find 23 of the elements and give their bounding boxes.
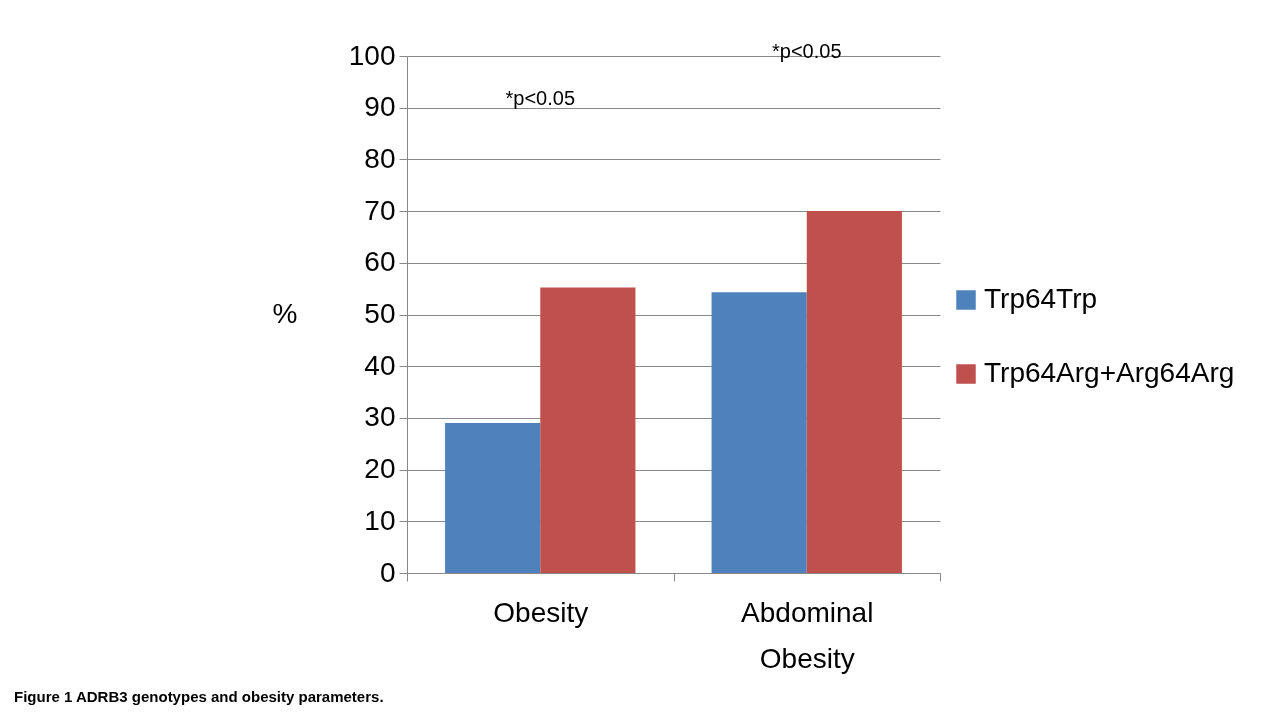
y-tick-label: 20	[364, 453, 396, 485]
y-tick-label: 40	[364, 349, 396, 381]
bar	[445, 423, 541, 573]
x-tick-label: Abdominal Obesity	[741, 596, 874, 674]
legend-label: Trp64Trp	[984, 283, 1098, 314]
legend-label: Trp64Arg+Arg64Arg	[984, 357, 1235, 388]
y-tick-label: 70	[364, 194, 396, 226]
y-tick-label: 30	[364, 401, 396, 433]
bar	[540, 287, 636, 573]
bar	[806, 211, 902, 573]
annotation: *p<0.05	[771, 40, 842, 62]
annotation: *p<0.05	[505, 87, 576, 109]
bar	[711, 292, 807, 573]
y-tick-label: 80	[364, 142, 396, 174]
y-tick-label: 90	[364, 91, 396, 123]
y-tick-label: 100	[348, 39, 396, 71]
y-axis-title: %	[272, 298, 298, 329]
y-tick-label: 50	[364, 298, 396, 329]
y-tick-label: 10	[364, 504, 396, 536]
y-tick-label: 0	[379, 556, 396, 588]
caption: Figure 1 ADRB3 genotypes and obesity parameters.	[14, 688, 384, 705]
x-tick-label: Obesity	[493, 596, 589, 628]
y-tick-label: 60	[364, 246, 396, 278]
